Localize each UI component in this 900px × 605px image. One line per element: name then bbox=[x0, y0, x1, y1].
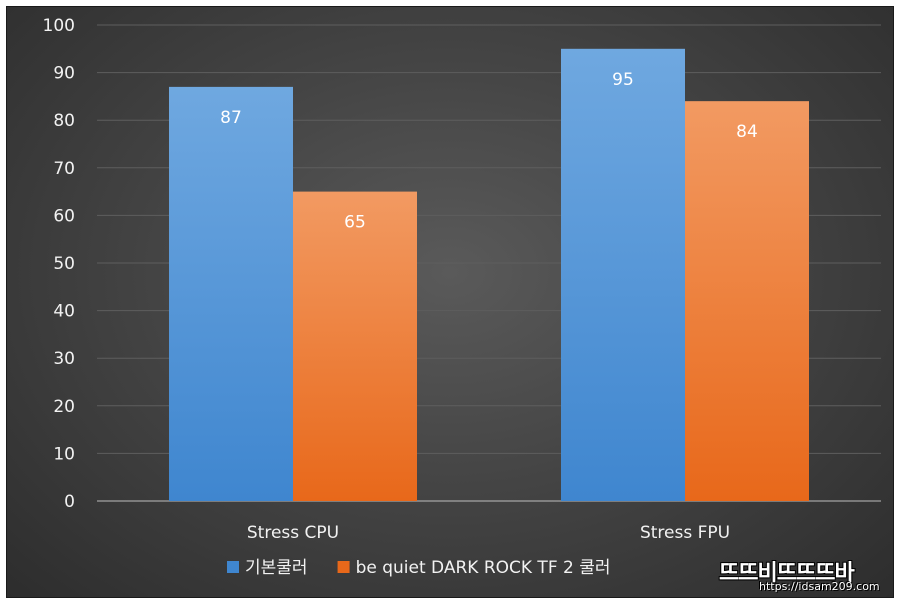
data-label: 84 bbox=[736, 122, 758, 142]
x-category-label: Stress FPU bbox=[640, 523, 730, 543]
watermark-url: https://idsam209.com bbox=[759, 580, 880, 593]
bar-chart: 0 10 20 30 40 50 60 70 80 90 100 87 65 Stress CPU 95 84… bbox=[43, 16, 881, 578]
watermark-logo: 뜨뜨비뜨뜨뜨바 https://idsam209.com bbox=[719, 555, 895, 599]
legend-swatch-0 bbox=[227, 561, 239, 573]
y-tick-label: 10 bbox=[53, 444, 75, 464]
data-label: 65 bbox=[344, 213, 366, 233]
labels: 0 10 20 30 40 50 60 70 80 90 100 87 65 Stress CPU 95 84… bbox=[43, 16, 758, 543]
x-category-label: Stress CPU bbox=[247, 523, 339, 543]
y-tick-label: 90 bbox=[53, 64, 75, 84]
bar-stress-cpu-series-0 bbox=[169, 86, 293, 501]
legend-label-1: be quiet DARK ROCK TF 2 쿨러 bbox=[356, 558, 611, 578]
y-tick-label: 70 bbox=[53, 159, 75, 179]
legend-label-0: 기본쿨러 bbox=[245, 558, 308, 578]
data-label: 95 bbox=[612, 70, 634, 90]
y-tick-label: 20 bbox=[53, 397, 75, 417]
watermark-title: 뜨뜨비뜨뜨뜨바 bbox=[719, 561, 855, 586]
chart-frame: 0 10 20 30 40 50 60 70 80 90 100 87 65 Stress CPU 95 84… bbox=[6, 6, 894, 598]
bar-stress-fpu-series-1 bbox=[685, 101, 809, 501]
data-label: 87 bbox=[220, 108, 242, 128]
legend: 기본쿨러 be quiet DARK ROCK TF 2 쿨러 bbox=[227, 558, 611, 578]
y-tick-label: 100 bbox=[43, 16, 75, 36]
y-tick-label: 30 bbox=[53, 349, 75, 369]
y-tick-label: 80 bbox=[53, 111, 75, 131]
y-tick-label: 50 bbox=[53, 254, 75, 274]
bar-stress-cpu-series-1 bbox=[293, 191, 417, 501]
bar-stress-fpu-series-0 bbox=[561, 48, 685, 502]
y-tick-label: 0 bbox=[64, 492, 75, 512]
y-tick-label: 40 bbox=[53, 302, 75, 322]
bars bbox=[169, 48, 809, 502]
y-tick-label: 60 bbox=[53, 206, 75, 226]
legend-swatch-1 bbox=[337, 561, 350, 573]
